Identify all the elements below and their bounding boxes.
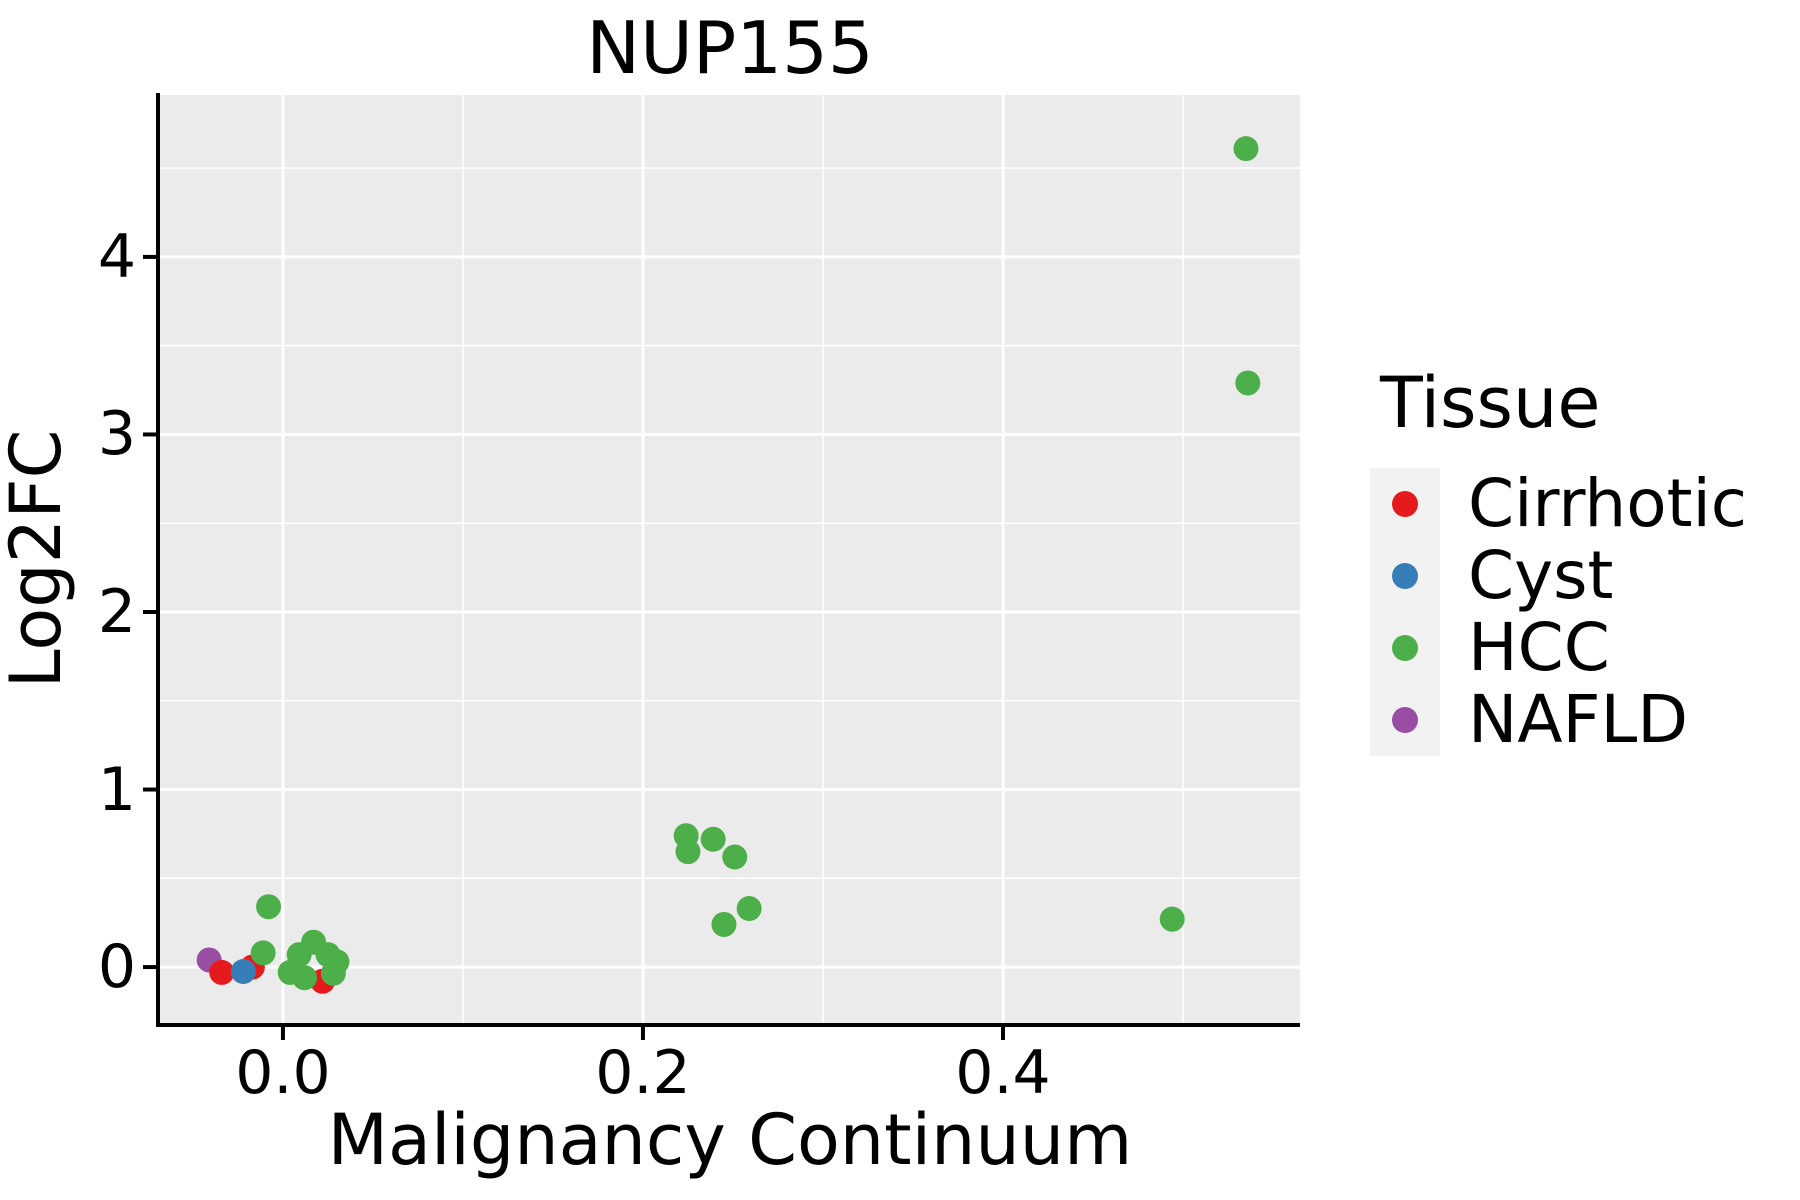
data-point-hcc — [700, 826, 726, 852]
cyst-dot-icon — [1392, 563, 1418, 589]
plot-title: NUP155 — [586, 6, 874, 90]
hcc-dot-icon — [1392, 635, 1418, 661]
data-point-hcc — [292, 965, 318, 991]
legend-key-cyst — [1370, 540, 1440, 612]
legend-label-cirrhotic: Cirrhotic — [1468, 465, 1748, 542]
data-point-hcc — [675, 839, 701, 865]
data-point-hcc — [722, 844, 748, 870]
x-tick-label: 0.4 — [955, 1038, 1051, 1108]
data-point-hcc — [1233, 136, 1259, 162]
cirrhotic-dot-icon — [1392, 491, 1418, 517]
legend-title: Tissue — [1380, 362, 1601, 444]
y-tick-label: 3 — [97, 399, 136, 470]
data-point-hcc — [1235, 370, 1261, 396]
data-point-hcc — [1159, 906, 1185, 932]
legend-label-cyst: Cyst — [1468, 537, 1614, 614]
legend-label-hcc: HCC — [1468, 609, 1610, 686]
x-tick-label: 0.2 — [595, 1038, 691, 1108]
legend-key-hcc — [1370, 612, 1440, 684]
y-tick-label: 2 — [97, 576, 136, 647]
legend-key-nafld — [1370, 684, 1440, 756]
legend-key-cirrhotic — [1370, 468, 1440, 540]
data-point-hcc — [711, 911, 737, 937]
data-point-hcc — [324, 949, 350, 975]
data-point-hcc — [256, 894, 282, 920]
x-axis-title: Malignancy Continuum — [327, 1099, 1133, 1181]
data-point-hcc — [250, 940, 276, 966]
y-tick-label: 0 — [97, 932, 136, 1003]
y-tick-label: 4 — [97, 221, 136, 292]
data-point-hcc — [736, 895, 762, 921]
data-point-cirrhotic — [209, 959, 235, 985]
nafld-dot-icon — [1392, 707, 1418, 733]
legend-label-nafld: NAFLD — [1468, 681, 1689, 758]
y-tick-label: 1 — [97, 754, 136, 825]
x-tick-label: 0.0 — [235, 1038, 331, 1108]
data-point-cyst — [230, 959, 256, 985]
